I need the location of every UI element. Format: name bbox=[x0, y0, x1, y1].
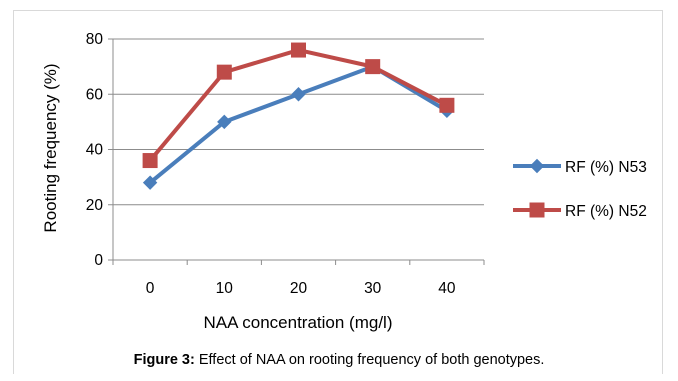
x-tick-label: 0 bbox=[146, 280, 155, 297]
data-point bbox=[439, 97, 455, 113]
series-diamond bbox=[142, 59, 455, 190]
data-point bbox=[217, 114, 232, 130]
data-point bbox=[142, 175, 158, 190]
figure-caption-text: Effect of NAA on rooting frequency of bo… bbox=[194, 352, 545, 368]
y-tick-label: 20 bbox=[86, 197, 104, 214]
legend-item: RF (%) N52 bbox=[513, 202, 647, 220]
y-tick-label: 60 bbox=[86, 86, 104, 103]
figure-label: Figure 3: bbox=[133, 352, 195, 368]
chart-frame bbox=[13, 10, 663, 374]
axes: 0 20 40 60 80 0 10 20 30 40 bbox=[86, 31, 485, 297]
data-point bbox=[291, 42, 306, 58]
data-point bbox=[142, 153, 158, 169]
data-point bbox=[216, 64, 232, 80]
legend-item: RF (%) N53 bbox=[513, 158, 647, 176]
y-axis-title: Rooting frequency (%) bbox=[41, 63, 60, 232]
figure-caption: Figure 3: Effect of NAA on rooting frequ… bbox=[0, 352, 678, 368]
legend-label: RF (%) N52 bbox=[565, 203, 647, 220]
gridlines bbox=[113, 38, 484, 206]
data-point bbox=[365, 59, 381, 75]
x-tick-label: 10 bbox=[216, 280, 234, 297]
x-tick-label: 40 bbox=[438, 280, 456, 297]
series-layer bbox=[142, 42, 455, 190]
x-tick-label: 30 bbox=[364, 280, 382, 297]
legend: RF (%) N53 RF (%) N52 bbox=[513, 158, 647, 220]
y-tick-label: 0 bbox=[94, 252, 103, 269]
legend-swatch-marker bbox=[529, 202, 545, 218]
data-point bbox=[291, 87, 306, 102]
y-tick-label: 80 bbox=[86, 31, 104, 48]
y-tick-label: 40 bbox=[86, 142, 104, 159]
series-square bbox=[142, 42, 455, 169]
x-tick-label: 20 bbox=[290, 280, 308, 297]
legend-label: RF (%) N53 bbox=[565, 159, 647, 176]
x-axis-title: NAA concentration (mg/l) bbox=[204, 313, 393, 332]
legend-swatch-marker bbox=[529, 158, 545, 174]
